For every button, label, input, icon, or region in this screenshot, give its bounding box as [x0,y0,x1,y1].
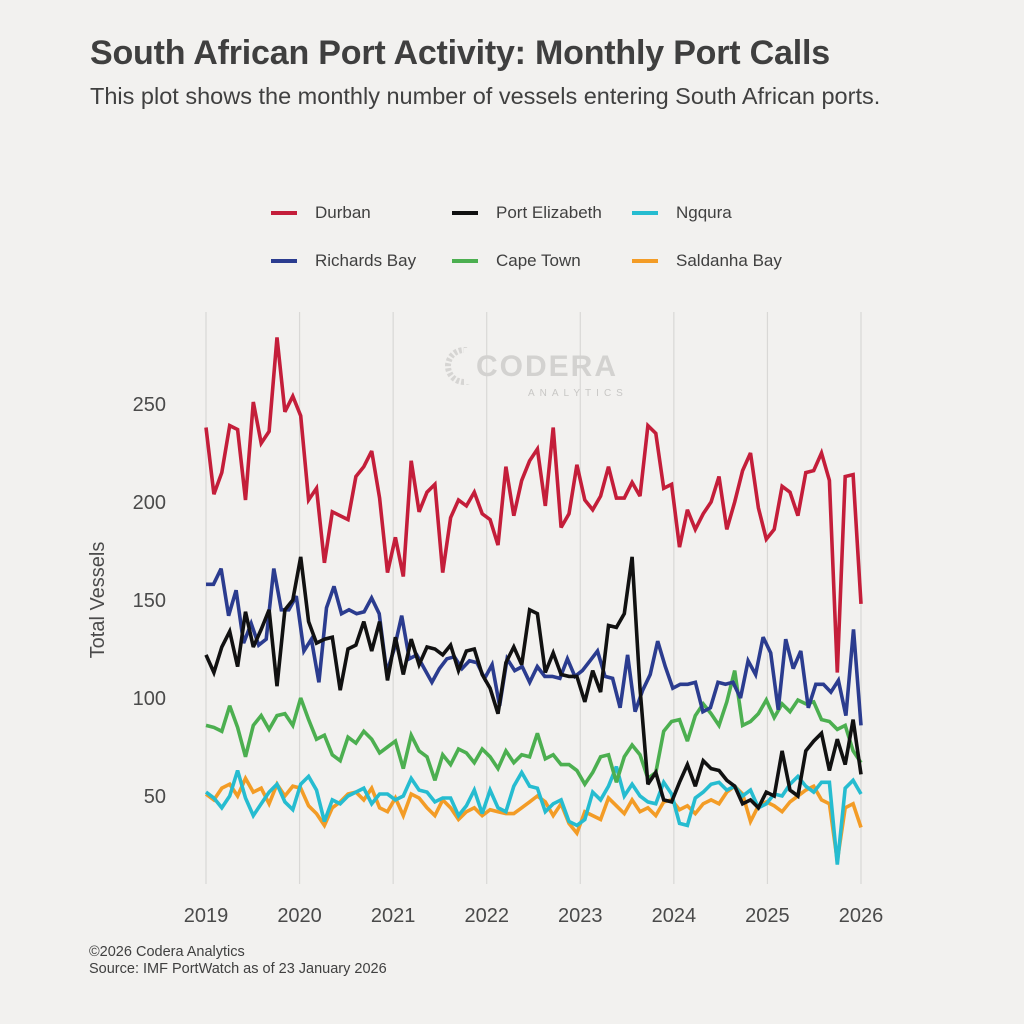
legend-item-port-elizabeth: Port Elizabeth [452,203,602,223]
copyright-text: ©2026 Codera Analytics [89,944,245,960]
series-line-ngqura [204,765,863,865]
watermark-sub: ANALYTICS [528,388,628,399]
y-axis-title: Total Vessels [87,542,109,659]
legend-label: Cape Town [496,251,581,270]
series-line-cape-town [205,670,863,788]
x-tick-label: 2019 [184,905,229,927]
legend-label: Port Elizabeth [496,203,602,222]
codera-watermark: CODERA ANALYTICS [445,347,628,399]
footer: ©2026 Codera Analytics Source: IMF PortW… [89,944,387,978]
watermark-main: CODERA [476,350,618,383]
y-axis-ticks: 50 100 150 200 250 [133,394,166,808]
grid-lines [205,312,862,884]
y-tick-label: 200 [133,492,166,514]
x-tick-label: 2022 [464,905,509,927]
x-tick-label: 2024 [652,905,697,927]
series-line-richards-bay [206,567,863,726]
legend-item-ngqura: Ngqura [632,203,732,223]
legend-swatch [452,259,478,263]
legend-swatch [271,259,297,263]
x-tick-label: 2021 [371,905,416,927]
series-line-port-elizabeth [204,556,863,811]
y-tick-label: 150 [133,590,166,612]
y-tick-label: 100 [133,688,166,710]
x-tick-label: 2026 [839,905,884,927]
x-tick-label: 2020 [277,905,322,927]
legend-item-richards-bay: Richards Bay [271,251,416,271]
legend-swatch [632,259,658,263]
source-text: Source: IMF PortWatch as of 23 January 2… [89,961,387,977]
y-tick-label: 50 [144,786,166,808]
legend-label: Durban [315,203,371,222]
x-tick-label: 2023 [558,905,603,927]
codera-logo-icon [445,347,484,385]
legend-label: Ngqura [676,203,732,222]
series-line-durban [204,337,863,673]
legend-label: Saldanha Bay [676,251,782,270]
legend-label: Richards Bay [315,251,417,270]
y-tick-label: 250 [133,394,166,416]
chart-subtitle: This plot shows the monthly number of ve… [90,83,881,109]
x-axis-ticks: 2019 2020 2021 2022 2023 2024 2025 2026 [184,905,884,927]
legend-item-saldanha-bay: Saldanha Bay [632,251,782,271]
series-line-saldanha-bay [204,774,863,861]
legend-item-durban: Durban [271,203,371,223]
series-lines [204,337,863,865]
legend-swatch [452,211,478,215]
x-tick-label: 2025 [745,905,790,927]
legend-swatch [271,211,297,215]
legend-swatch [632,211,658,215]
chart-title: South African Port Activity: Monthly Por… [90,34,830,72]
legend-item-cape-town: Cape Town [452,251,581,271]
